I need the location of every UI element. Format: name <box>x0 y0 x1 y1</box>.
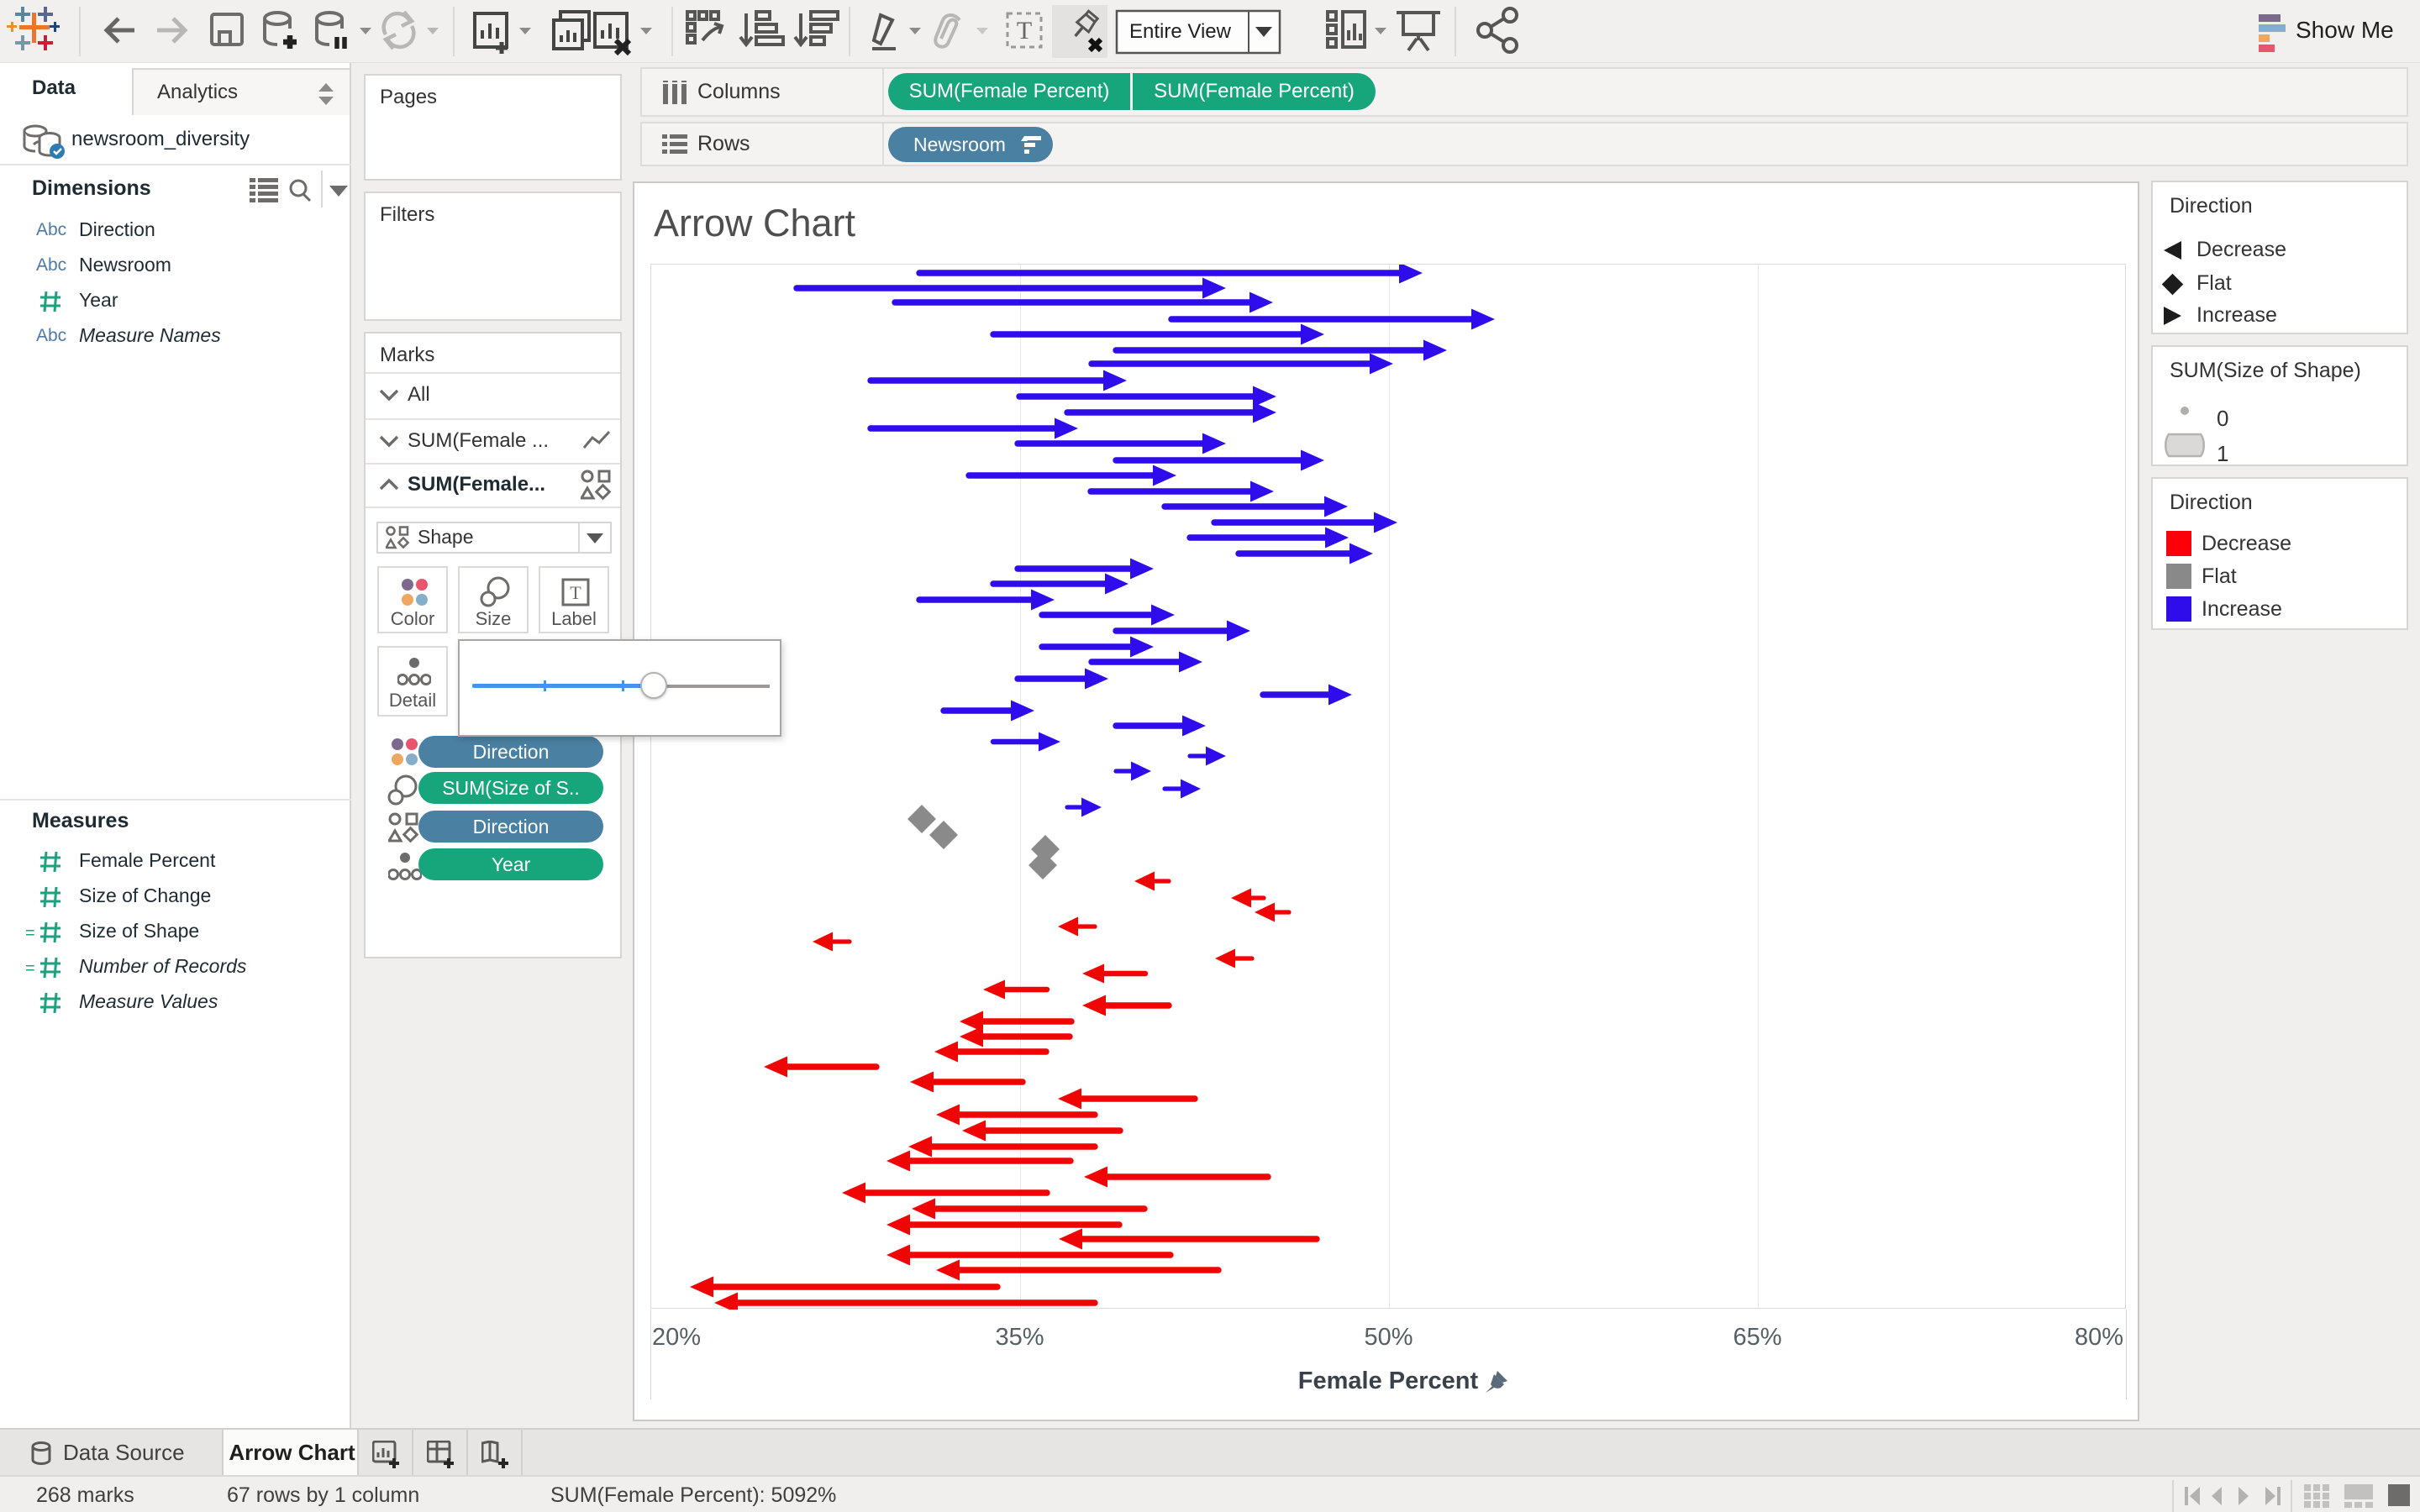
svg-text:Show Me: Show Me <box>2296 17 2394 43</box>
svg-text:Entire View: Entire View <box>1129 20 1232 43</box>
svg-text:=: = <box>25 924 35 942</box>
svg-text:T: T <box>570 582 581 603</box>
svg-text:=: = <box>25 959 35 978</box>
svg-text:T: T <box>1017 17 1032 45</box>
